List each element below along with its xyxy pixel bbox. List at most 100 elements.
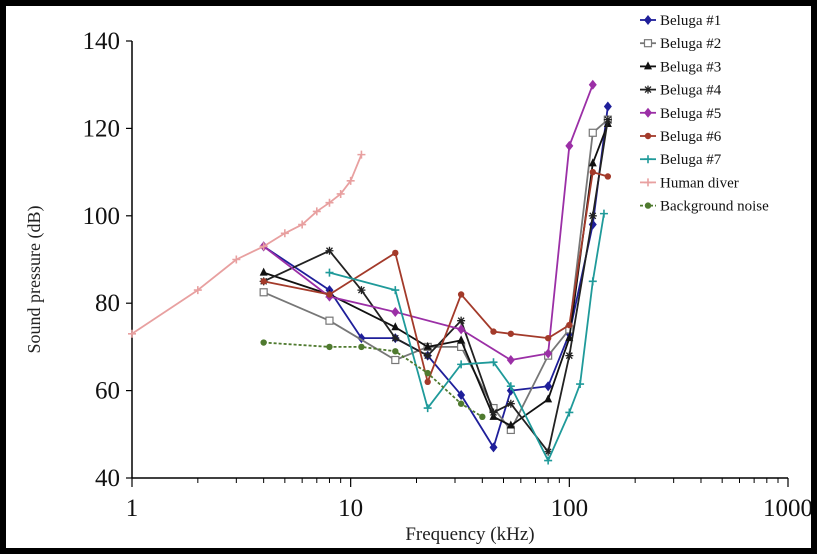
data-point bbox=[565, 140, 574, 151]
data-point bbox=[544, 334, 552, 342]
data-point bbox=[506, 382, 515, 391]
legend-swatch-marker bbox=[644, 61, 652, 70]
x-tick-label: 10 bbox=[338, 495, 363, 522]
data-point bbox=[588, 211, 597, 220]
data-point bbox=[357, 286, 366, 295]
series-9 bbox=[260, 339, 486, 421]
legend-swatch-marker bbox=[644, 85, 652, 94]
x-axis-ticks: 1 10 100 1000 bbox=[126, 478, 811, 522]
data-point bbox=[325, 246, 334, 255]
data-point bbox=[423, 341, 432, 350]
legend-label: Human diver bbox=[660, 175, 739, 191]
series-8 bbox=[128, 150, 366, 338]
y-tick-label: 120 bbox=[83, 115, 121, 142]
y-axis-title: Sound pressure (dB) bbox=[24, 206, 45, 354]
y-tick-label: 100 bbox=[83, 203, 121, 230]
legend-swatch-marker bbox=[643, 39, 653, 48]
series-4 bbox=[259, 115, 612, 456]
legend-label: Background noise bbox=[660, 199, 769, 215]
data-point bbox=[589, 168, 596, 176]
y-tick-label: 40 bbox=[95, 465, 120, 492]
data-point bbox=[544, 394, 553, 403]
data-point bbox=[489, 442, 498, 453]
y-axis-ticks: 40 60 80 100 120 140 bbox=[83, 28, 132, 492]
data-point bbox=[424, 378, 431, 386]
legend-label: Beluga #1 bbox=[660, 13, 721, 29]
data-point bbox=[588, 158, 597, 167]
data-point bbox=[391, 355, 400, 365]
data-point bbox=[588, 79, 597, 90]
legend-swatch-marker bbox=[644, 202, 652, 209]
data-point bbox=[457, 316, 466, 325]
data-point bbox=[506, 399, 515, 408]
data-point bbox=[259, 288, 268, 297]
data-point bbox=[599, 209, 608, 218]
legend-item: Human diver bbox=[640, 175, 739, 191]
series-5 bbox=[259, 79, 597, 366]
legend-item: Beluga #4 bbox=[640, 83, 722, 99]
series-line bbox=[131, 154, 363, 335]
data-point bbox=[506, 420, 515, 429]
data-point bbox=[391, 334, 400, 343]
legend-label: Beluga #4 bbox=[660, 83, 722, 99]
axes bbox=[131, 41, 788, 479]
legend-swatch-marker bbox=[644, 155, 652, 164]
data-point bbox=[566, 321, 573, 329]
y-tick-label: 140 bbox=[83, 28, 121, 55]
data-point bbox=[506, 355, 515, 366]
data-point bbox=[565, 351, 574, 360]
legend-label: Beluga #3 bbox=[660, 59, 721, 75]
legend-label: Beluga #5 bbox=[660, 106, 721, 122]
data-point bbox=[193, 286, 202, 295]
data-point bbox=[392, 249, 399, 257]
data-point bbox=[336, 189, 345, 198]
legend-item: Beluga #1 bbox=[640, 13, 721, 29]
series-6 bbox=[260, 168, 612, 386]
legend-swatch-marker bbox=[644, 107, 652, 118]
data-point bbox=[326, 291, 333, 298]
series-2 bbox=[259, 115, 612, 435]
data-point bbox=[346, 176, 355, 185]
data-point bbox=[603, 101, 612, 112]
data-point bbox=[326, 343, 333, 351]
data-point bbox=[312, 207, 321, 216]
legend-item: Beluga #3 bbox=[640, 59, 721, 75]
data-point bbox=[232, 255, 241, 264]
data-point bbox=[128, 329, 136, 338]
data-point bbox=[423, 404, 432, 413]
data-point bbox=[588, 128, 597, 137]
series-line bbox=[263, 119, 609, 453]
data-point bbox=[506, 385, 515, 396]
data-point bbox=[457, 360, 466, 369]
legend-item: Beluga #6 bbox=[640, 129, 722, 145]
data-point bbox=[507, 330, 515, 337]
series-layer bbox=[128, 79, 612, 465]
data-point bbox=[490, 328, 497, 335]
data-point bbox=[424, 369, 431, 377]
x-axis-title: Frequency (kHz) bbox=[405, 524, 534, 545]
data-point bbox=[358, 343, 365, 351]
audiogram-chart: 40 60 80 100 120 140 1 10 100 1000 Frequency (kH… bbox=[24, 13, 811, 545]
data-point bbox=[457, 335, 466, 344]
data-point bbox=[298, 220, 307, 229]
data-point bbox=[544, 447, 553, 456]
data-point bbox=[544, 456, 553, 465]
legend-swatch-marker bbox=[644, 178, 652, 187]
data-point bbox=[423, 351, 432, 360]
data-point bbox=[603, 115, 612, 124]
x-tick-label: 100 bbox=[551, 495, 589, 522]
data-point bbox=[588, 277, 597, 286]
data-point bbox=[604, 173, 612, 180]
series-line bbox=[263, 84, 594, 361]
y-tick-label: 80 bbox=[95, 290, 120, 317]
legend-item: Background noise bbox=[640, 199, 769, 215]
data-point bbox=[325, 268, 334, 277]
data-point bbox=[391, 286, 400, 295]
data-point bbox=[280, 229, 289, 238]
data-point bbox=[260, 278, 267, 285]
data-point bbox=[391, 322, 400, 331]
data-point bbox=[457, 291, 465, 298]
data-point bbox=[325, 316, 334, 325]
data-point bbox=[565, 408, 574, 417]
